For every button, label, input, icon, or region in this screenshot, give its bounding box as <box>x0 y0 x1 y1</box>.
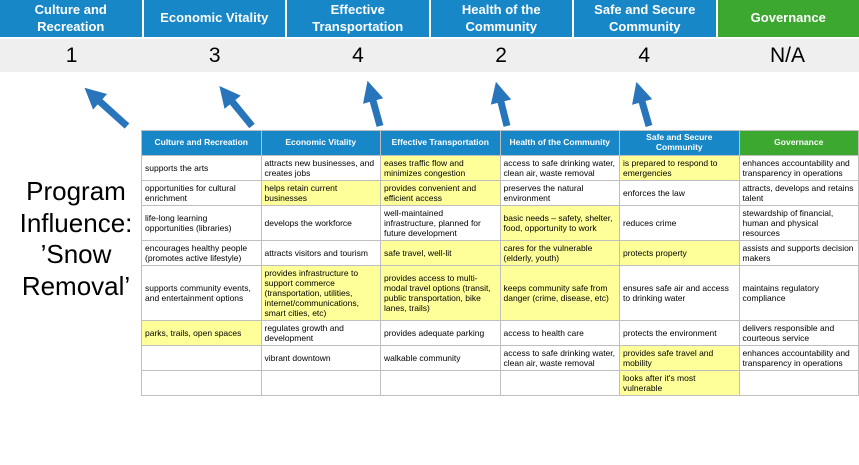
up-arrow-icon <box>219 85 255 129</box>
matrix-cell: enhances accountability and transparency… <box>738 154 859 181</box>
matrix-cell: supports the arts <box>141 154 262 181</box>
matrix-row: supports community events, and entertain… <box>141 264 859 321</box>
pillar-score-row: 1 3 4 2 4 N/A <box>0 39 859 72</box>
pillar-score: N/A <box>769 43 805 67</box>
matrix-cell-highlighted: eases traffic flow and minimizes congest… <box>380 154 501 181</box>
up-arrow-icon <box>490 81 512 127</box>
matrix-cell: access to health care <box>499 319 620 346</box>
matrix-cell <box>499 369 620 396</box>
matrix-body: supports the arts attracts new businesses… <box>141 154 859 396</box>
score-arrows <box>84 80 653 129</box>
matrix-column-header: Safe and Secure Community <box>619 130 740 156</box>
matrix-cell: well-maintained infrastructure, planned … <box>380 204 501 241</box>
matrix-cell: provides adequate parking <box>380 319 501 346</box>
matrix-row: life-long learning opportunities (librar… <box>141 204 859 241</box>
matrix-cell: reduces crime <box>619 204 740 241</box>
matrix-column-header: Health of the Community <box>499 130 620 156</box>
pillar-header: Economic Vitality <box>143 0 285 37</box>
matrix-cell: enhances accountability and transparency… <box>738 344 859 371</box>
matrix-cell: attracts new businesses, and creates job… <box>260 154 381 181</box>
matrix-cell: regulates growth and development <box>260 319 381 346</box>
matrix-cell: preserves the natural environment <box>499 179 620 206</box>
matrix-cell: enforces the law <box>619 179 740 206</box>
matrix-column-header: Economic Vitality <box>260 130 381 156</box>
pillar-score: 4 <box>638 43 651 67</box>
pillar-header: Effective Transportation <box>287 0 429 37</box>
matrix-cell: maintains regulatory compliance <box>738 264 859 321</box>
matrix-row: vibrant downtown walkable community access… <box>141 344 859 371</box>
pillar-score: 1 <box>65 43 78 67</box>
matrix-cell: attracts, develops and retains talent <box>738 179 859 206</box>
matrix-cell <box>738 369 859 396</box>
matrix-cell <box>260 369 381 396</box>
influence-table: Culture and Recreation Economic Vitality E… <box>141 130 859 396</box>
matrix-cell: develops the workforce <box>260 204 381 241</box>
matrix-cell: protects the environment <box>619 319 740 346</box>
matrix-cell: life-long learning opportunities (librar… <box>141 204 262 241</box>
matrix-cell-highlighted: cares for the vulnerable (elderly, youth… <box>499 239 620 266</box>
matrix-cell-highlighted: safe travel, well-lit <box>380 239 501 266</box>
matrix-cell-highlighted: protects property <box>619 239 740 266</box>
matrix-column-header: Culture and Recreation <box>141 130 262 156</box>
matrix-cell: access to safe drinking water, clean air… <box>499 154 620 181</box>
matrix-cell: delivers responsible and courteous servi… <box>738 319 859 346</box>
matrix-cell-highlighted: keeps community safe from danger (crime,… <box>499 264 620 321</box>
matrix-cell: ensures safe air and access to drinking … <box>619 264 740 321</box>
matrix-row: encourages healthy people (promotes acti… <box>141 239 859 266</box>
matrix-row: opportunities for cultural enrichment hel… <box>141 179 859 206</box>
matrix-cell <box>380 369 501 396</box>
matrix-header-row: Culture and Recreation Economic Vitality E… <box>141 130 859 156</box>
matrix-row: supports the arts attracts new businesses… <box>141 154 859 181</box>
matrix-cell: access to safe drinking water, clean air… <box>499 344 620 371</box>
matrix-cell-highlighted: is prepared to respond to emergencies <box>619 154 740 181</box>
up-arrow-icon <box>84 87 130 129</box>
matrix-cell: opportunities for cultural enrichment <box>141 179 262 206</box>
matrix-column-header: Effective Transportation <box>380 130 501 156</box>
matrix-cell-highlighted: provides safe travel and mobility <box>619 344 740 371</box>
matrix-cell <box>141 344 262 371</box>
matrix-cell-highlighted: provides access to multi-modal travel op… <box>380 264 501 321</box>
pillar-header: Culture and Recreation <box>0 0 142 37</box>
matrix-cell: attracts visitors and tourism <box>260 239 381 266</box>
matrix-cell: vibrant downtown <box>260 344 381 371</box>
matrix-cell-highlighted: provides infrastructure to support comme… <box>260 264 381 321</box>
pillar-score: 3 <box>208 43 221 67</box>
matrix-cell: supports community events, and entertain… <box>141 264 262 321</box>
pillar-header: Health of the Community <box>430 0 572 37</box>
matrix-cell-highlighted: provides convenient and efficient access <box>380 179 501 206</box>
matrix-cell: encourages healthy people (promotes acti… <box>141 239 262 266</box>
up-arrow-icon <box>632 81 653 127</box>
matrix-cell-highlighted: looks after it's most vulnerable <box>619 369 740 396</box>
program-influence-label: Program Influence: ’Snow Removal’ <box>19 176 133 302</box>
matrix-row: parks, trails, open spaces regulates grow… <box>141 319 859 346</box>
matrix-column-header: Governance <box>738 130 859 156</box>
pillar-header-row: Culture and Recreation Economic Vitality E… <box>0 0 859 37</box>
matrix-cell-highlighted: basic needs – safety, shelter, food, opp… <box>499 204 620 241</box>
matrix-cell: walkable community <box>380 344 501 371</box>
matrix-cell: assists and supports decision makers <box>738 239 859 266</box>
pillar-header: Governance <box>717 0 859 37</box>
matrix-cell-highlighted: helps retain current businesses <box>260 179 381 206</box>
matrix-cell: stewardship of financial, human and phys… <box>738 204 859 241</box>
pillar-score: 4 <box>352 43 364 67</box>
pillar-score: 2 <box>495 43 507 67</box>
matrix-cell <box>141 369 262 396</box>
matrix-cell-highlighted: parks, trails, open spaces <box>141 319 262 346</box>
matrix-row: looks after it's most vulnerable <box>141 369 859 396</box>
pillar-header: Safe and Secure Community <box>574 0 716 37</box>
up-arrow-icon <box>362 80 384 127</box>
